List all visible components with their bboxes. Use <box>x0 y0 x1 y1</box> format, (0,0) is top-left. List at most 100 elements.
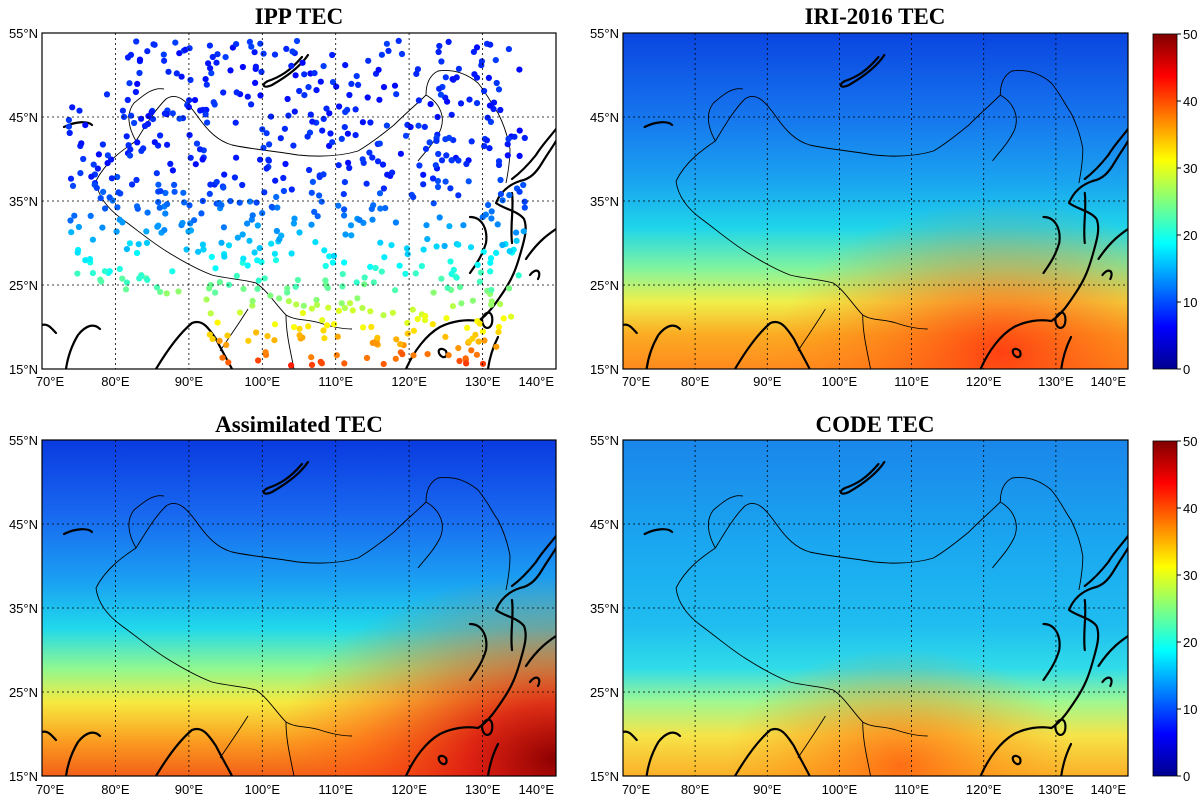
ipp-point <box>273 227 280 235</box>
ipp-point <box>384 171 391 178</box>
ipp-point <box>434 177 441 185</box>
ipp-point <box>100 188 107 195</box>
ipp-point <box>389 169 396 176</box>
ipp-point <box>377 205 384 212</box>
ipp-point <box>448 111 455 118</box>
ipp-point <box>234 234 241 241</box>
ipp-point <box>252 79 259 86</box>
ipp-point <box>470 48 477 56</box>
ipp-point <box>240 285 247 292</box>
ipp-point <box>278 232 285 239</box>
colorbar-tick: 50 <box>1183 27 1197 42</box>
ipp-point <box>183 246 190 253</box>
ipp-point <box>114 204 121 211</box>
ipp-point <box>272 177 279 184</box>
ipp-point <box>369 216 376 223</box>
ipp-point <box>263 130 270 137</box>
ipp-point <box>191 97 199 104</box>
ipp-point <box>348 232 355 239</box>
ipp-point <box>468 138 475 145</box>
ipp-point <box>319 127 326 134</box>
ipp-point <box>453 74 460 81</box>
ipp-point <box>131 119 138 127</box>
ipp-point <box>468 347 475 354</box>
ipp-point <box>311 70 318 77</box>
ipp-point <box>164 141 171 148</box>
ipp-point <box>199 156 206 163</box>
ipp-point <box>320 171 327 178</box>
ipp-point <box>82 122 89 129</box>
ipp-point <box>208 70 215 77</box>
ipp-point <box>163 290 170 297</box>
ipp-point <box>308 221 315 228</box>
ipp-point <box>341 212 348 219</box>
lon-axis-labels: 70°E 80°E 90°E 100°E 110°E 120°E 130°E 1… <box>36 374 554 389</box>
ipp-point <box>418 263 425 270</box>
ipp-point <box>255 357 262 364</box>
ipp-point <box>126 152 134 159</box>
ipp-point <box>206 190 213 197</box>
ipp-point <box>479 214 486 221</box>
ipp-point <box>244 93 251 100</box>
lon-label: 80°E <box>681 782 710 797</box>
lat-label: 35°N <box>590 601 619 616</box>
ipp-point <box>308 354 315 361</box>
ipp-point <box>321 247 328 254</box>
ipp-point <box>221 171 228 178</box>
ipp-point <box>466 96 473 103</box>
lon-label: 110°E <box>318 374 353 389</box>
ipp-point <box>366 149 373 156</box>
ipp-point <box>282 160 289 168</box>
ipp-point <box>233 41 240 48</box>
ipp-point <box>521 134 528 142</box>
lat-label: 55°N <box>9 26 38 41</box>
ipp-point <box>296 229 303 236</box>
lon-label: 140°E <box>1090 782 1126 797</box>
ipp-point <box>260 50 267 57</box>
ipp-point <box>144 48 151 55</box>
ipp-point <box>360 324 367 331</box>
ipp-point <box>185 104 192 111</box>
ipp-point <box>476 320 483 327</box>
ipp-point <box>402 132 410 139</box>
ipp-point <box>104 152 111 159</box>
ipp-point <box>239 231 246 238</box>
ipp-point <box>288 62 295 69</box>
ipp-point <box>329 51 336 59</box>
ipp-point <box>67 217 74 224</box>
ipp-point <box>140 145 147 152</box>
ipp-point <box>323 105 330 112</box>
ipp-point <box>258 68 265 75</box>
ipp-point <box>261 189 268 196</box>
ipp-point <box>367 308 374 315</box>
ipp-point <box>165 68 172 75</box>
ipp-point <box>212 289 219 296</box>
lat-label: 15°N <box>590 769 619 784</box>
ipp-point <box>316 192 323 199</box>
ipp-point <box>363 354 371 362</box>
ipp-point <box>480 248 487 255</box>
ipp-point <box>132 88 139 96</box>
ipp-point <box>127 146 134 153</box>
ipp-point <box>516 188 523 195</box>
ipp-point <box>382 205 389 212</box>
ipp-point <box>261 275 268 282</box>
ipp-point <box>197 107 204 114</box>
ipp-point <box>345 159 352 166</box>
ipp-point <box>344 106 351 113</box>
ipp-point <box>293 301 300 308</box>
ipp-point <box>493 79 500 87</box>
ipp-point <box>291 108 298 115</box>
ipp-point <box>133 176 140 184</box>
ipp-point <box>330 252 338 259</box>
ipp-point <box>486 145 493 152</box>
ipp-point <box>410 352 417 359</box>
panel-title: CODE TEC <box>815 412 934 437</box>
ipp-point <box>487 118 494 125</box>
ipp-point <box>458 300 465 307</box>
ipp-point <box>423 222 430 229</box>
ipp-point <box>308 361 316 368</box>
ipp-point <box>505 46 512 53</box>
ipp-point <box>412 270 419 277</box>
ipp-point <box>264 333 271 340</box>
